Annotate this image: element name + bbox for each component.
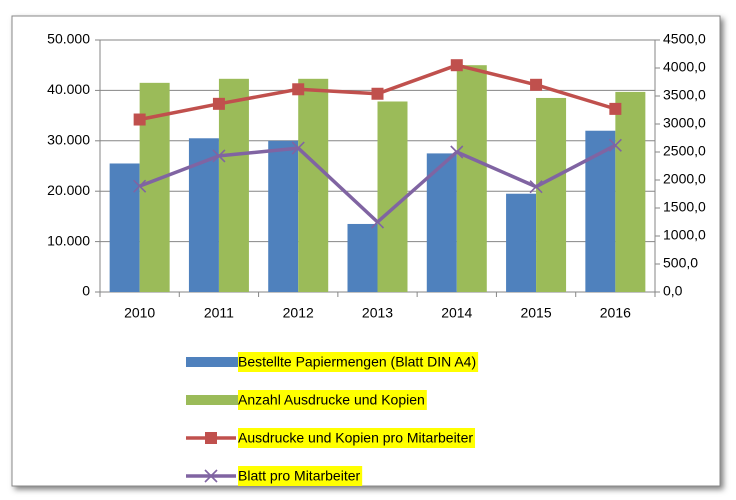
x-tick-label: 2010 — [124, 305, 155, 321]
bar — [426, 153, 457, 292]
line-marker — [371, 87, 384, 100]
y2-tick-label: 1000,0 — [663, 227, 706, 243]
line-marker — [291, 141, 305, 155]
y-tick-label: 50.000 — [47, 31, 90, 47]
line-marker — [608, 138, 622, 152]
line-marker — [212, 149, 226, 163]
line-marker — [450, 59, 463, 72]
legend-item: Blatt pro Mitarbeiter — [186, 466, 363, 486]
y-tick-label: 20.000 — [47, 182, 90, 198]
bar — [218, 78, 249, 292]
bar — [377, 101, 408, 292]
legend-highlight — [238, 466, 363, 486]
bar — [268, 140, 299, 292]
legend-item: Bestellte Papiermengen (Blatt DIN A4) — [186, 352, 479, 372]
legend-label: Blatt pro Mitarbeiter — [238, 468, 360, 484]
line-marker — [529, 180, 543, 194]
y2-tick-label: 4000,0 — [663, 59, 706, 75]
line-marker — [530, 78, 543, 91]
legend-marker — [204, 469, 218, 483]
y2-tick-label: 500,0 — [663, 255, 698, 271]
bar — [615, 91, 646, 292]
legend-highlight — [238, 352, 479, 372]
x-tick-label: 2016 — [600, 305, 631, 321]
legend-label: Bestellte Papiermengen (Blatt DIN A4) — [238, 354, 476, 370]
x-tick-label: 2013 — [362, 305, 393, 321]
y2-tick-label: 2000,0 — [663, 171, 706, 187]
legend-item: Ausdrucke und Kopien pro Mitarbeiter — [186, 428, 476, 448]
y-tick-label: 0 — [82, 283, 90, 299]
y-tick-label: 10.000 — [47, 232, 90, 248]
bar — [456, 65, 487, 292]
legend-item: Anzahl Ausdrucke und Kopien — [186, 390, 427, 410]
legend-swatch — [186, 395, 238, 405]
legend-marker — [205, 432, 217, 444]
legend-label: Ausdrucke und Kopien pro Mitarbeiter — [238, 430, 473, 446]
y2-tick-label: 3500,0 — [663, 87, 706, 103]
x-tick-label: 2012 — [283, 305, 314, 321]
y-tick-label: 40.000 — [47, 81, 90, 97]
x-tick-label: 2015 — [520, 305, 551, 321]
y2-tick-label: 4500,0 — [663, 31, 706, 47]
line-marker — [133, 179, 147, 193]
legend-highlight — [238, 428, 476, 448]
line-marker — [609, 102, 622, 115]
y2-tick-label: 0,0 — [663, 283, 683, 299]
y2-tick-label: 2500,0 — [663, 143, 706, 159]
line-marker — [212, 97, 225, 110]
legend-label: Anzahl Ausdrucke und Kopien — [238, 392, 425, 408]
line-marker — [450, 145, 464, 159]
y-tick-label: 30.000 — [47, 132, 90, 148]
y2-tick-label: 3000,0 — [663, 115, 706, 131]
bar — [298, 78, 329, 292]
legend-swatch — [186, 357, 238, 367]
line-marker — [133, 113, 146, 126]
legend-highlight — [238, 390, 427, 410]
bar — [536, 97, 567, 293]
y2-tick-label: 1500,0 — [663, 199, 706, 215]
bar — [506, 193, 537, 292]
bar — [109, 163, 140, 292]
bar — [347, 223, 378, 292]
x-tick-label: 2014 — [441, 305, 472, 321]
x-tick-label: 2011 — [204, 305, 234, 321]
line-marker — [292, 83, 305, 96]
line-marker — [370, 215, 385, 229]
